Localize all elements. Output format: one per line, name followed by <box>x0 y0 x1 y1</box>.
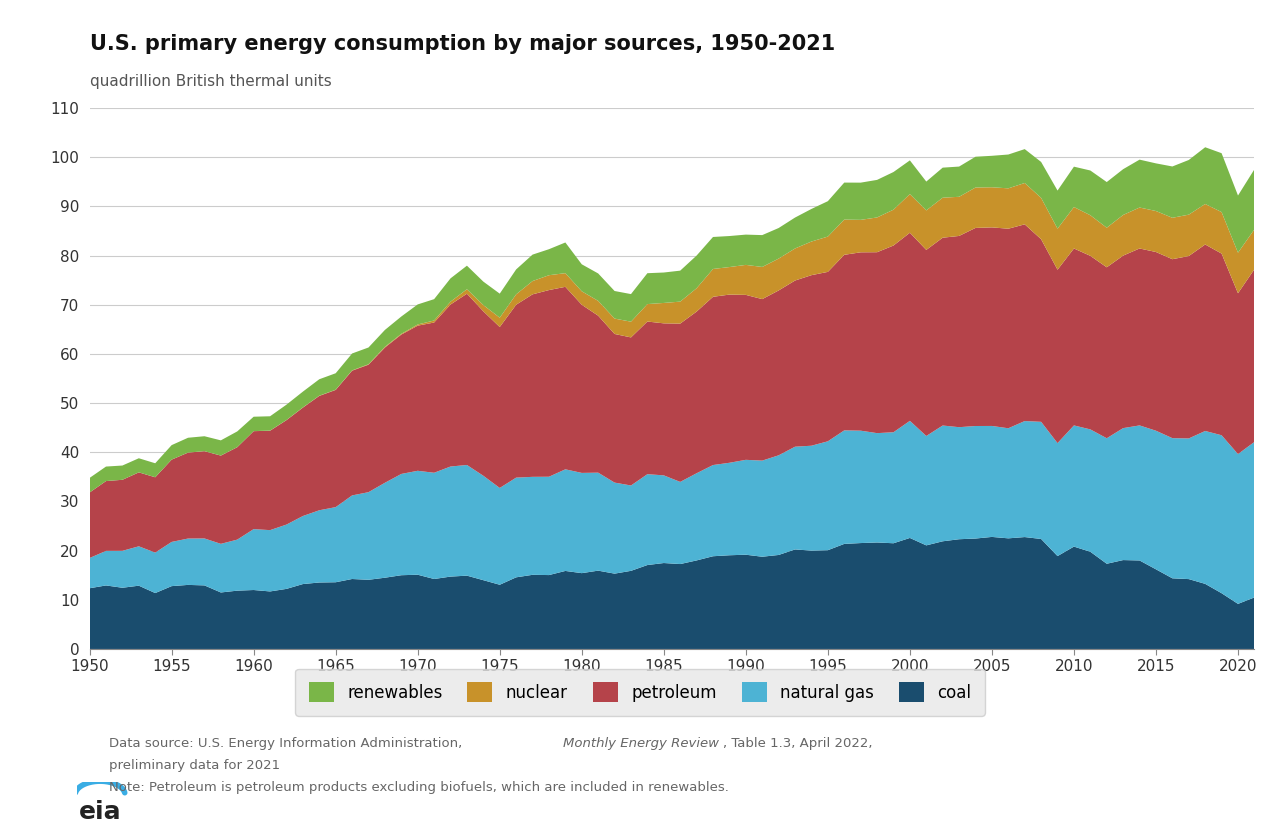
Text: , Table 1.3, April 2022,: , Table 1.3, April 2022, <box>723 737 873 750</box>
Text: quadrillion British thermal units: quadrillion British thermal units <box>90 74 332 89</box>
Text: Data source: U.S. Energy Information Administration,: Data source: U.S. Energy Information Adm… <box>109 737 466 750</box>
Text: preliminary data for 2021: preliminary data for 2021 <box>109 759 280 772</box>
Text: eia: eia <box>79 800 122 825</box>
Text: Note: Petroleum is petroleum products excluding biofuels, which are included in : Note: Petroleum is petroleum products ex… <box>109 780 728 794</box>
Legend: renewables, nuclear, petroleum, natural gas, coal: renewables, nuclear, petroleum, natural … <box>296 668 984 716</box>
Text: Monthly Energy Review: Monthly Energy Review <box>563 737 719 750</box>
Text: U.S. primary energy consumption by major sources, 1950-2021: U.S. primary energy consumption by major… <box>90 34 835 54</box>
